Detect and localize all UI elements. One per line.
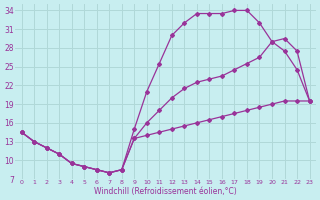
X-axis label: Windchill (Refroidissement éolien,°C): Windchill (Refroidissement éolien,°C)	[94, 187, 237, 196]
